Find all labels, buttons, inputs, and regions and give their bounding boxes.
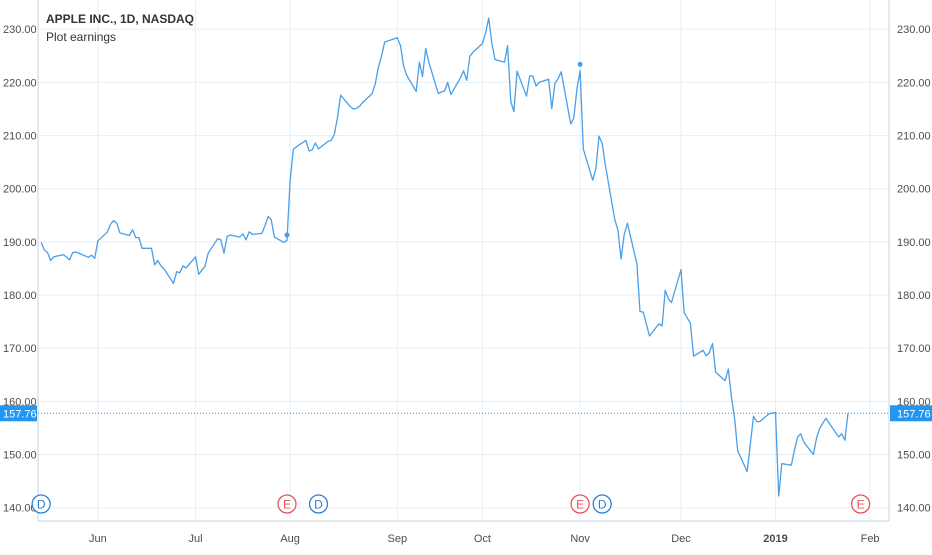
- x-tick-label: Dec: [671, 533, 691, 545]
- chart-subtitle: Plot earnings: [46, 30, 117, 44]
- y-tick-label-left: 190.00: [3, 237, 37, 249]
- earnings-marker-letter: E: [576, 498, 584, 512]
- last-price-tag-left: [0, 405, 37, 422]
- price-series-line: [40, 17, 849, 497]
- y-tick-label-left: 170.00: [3, 343, 37, 355]
- y-tick-label-left: 230.00: [3, 24, 37, 36]
- earnings-marker[interactable]: [570, 494, 590, 514]
- x-tick-label: Oct: [474, 533, 491, 545]
- y-tick-label-left: 180.00: [3, 290, 37, 302]
- y-tick-label-right: 200.00: [897, 184, 931, 196]
- y-tick-label-right: 180.00: [897, 290, 931, 302]
- earnings-marker-letter: E: [283, 498, 291, 512]
- y-tick-label-right: 170.00: [897, 343, 931, 355]
- y-tick-label-right: 220.00: [897, 77, 931, 89]
- x-tick-label: Nov: [570, 533, 590, 545]
- y-tick-label-left: 210.00: [3, 131, 37, 143]
- earnings-point: [577, 61, 583, 67]
- dividend-marker-letter: D: [598, 498, 607, 512]
- y-tick-label-right: 190.00: [897, 237, 931, 249]
- last-price-tag-right: [890, 405, 932, 422]
- x-tick-label: Feb: [861, 533, 880, 545]
- earnings-marker[interactable]: [850, 494, 871, 514]
- x-tick-label: Jul: [189, 533, 203, 545]
- y-tick-label-right: 150.00: [897, 450, 931, 462]
- y-tick-label-left: 140.00: [3, 503, 37, 515]
- dividend-marker-letter: D: [37, 498, 46, 512]
- x-tick-label: Jun: [89, 533, 107, 545]
- y-tick-label-left: 220.00: [3, 77, 37, 89]
- dividend-marker[interactable]: [308, 494, 329, 514]
- y-tick-label-left: 150.00: [3, 450, 37, 462]
- last-price-label-right: 157.76: [897, 408, 931, 420]
- dividend-marker[interactable]: [31, 494, 51, 514]
- chart-title: APPLE INC., 1D, NASDAQ: [46, 12, 195, 26]
- x-tick-label: 2019: [763, 533, 787, 545]
- y-tick-label-left: 200.00: [3, 184, 37, 196]
- y-tick-label-right: 230.00: [897, 24, 931, 36]
- last-price-label-left: 157.76: [3, 408, 37, 420]
- earnings-marker-letter: E: [857, 498, 865, 512]
- legend: APPLE INC., 1D, NASDAQ Plot earnings: [46, 10, 194, 46]
- y-tick-label-right: 210.00: [897, 131, 931, 143]
- dividend-marker-letter: D: [314, 498, 323, 512]
- x-tick-label: Aug: [280, 533, 300, 545]
- x-tick-label: Sep: [388, 533, 408, 545]
- earnings-marker[interactable]: [277, 494, 297, 514]
- earnings-point: [284, 232, 290, 238]
- dividend-marker[interactable]: [592, 494, 612, 514]
- y-tick-label-right: 140.00: [897, 503, 931, 515]
